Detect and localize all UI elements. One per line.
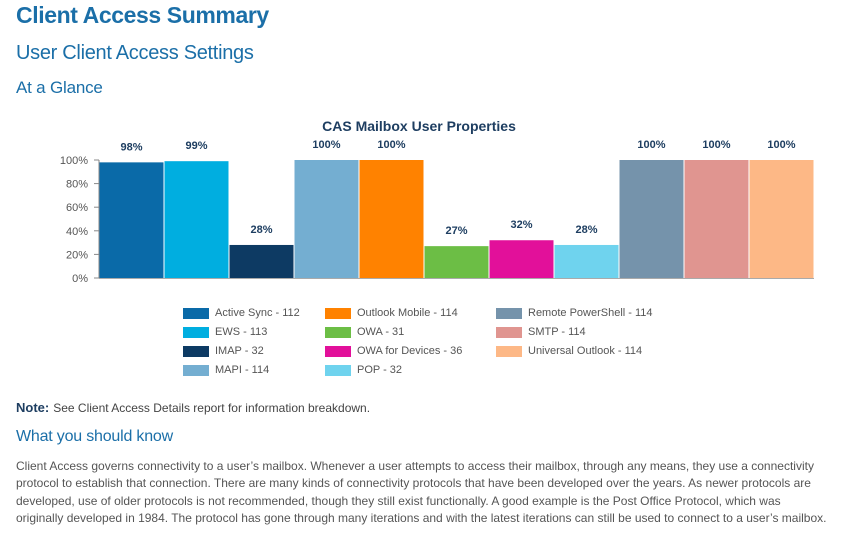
bar-value-label: 100% [767,139,795,151]
bar [359,160,424,278]
y-tick-label: 20% [66,249,88,261]
bar [294,160,359,278]
bar [684,160,749,278]
legend-item: MAPI - 114 [183,364,269,376]
legend-swatch [496,307,522,319]
legend-label: OWA for Devices - 36 [357,345,463,357]
legend-item: OWA - 31 [325,326,404,338]
info-paragraph: Client Access governs connectivity to a … [16,459,827,525]
cas-bar-chart: CAS Mailbox User Properties 0% 20% 40% 60% 80… [60,118,814,285]
bar [164,161,229,278]
legend-swatch [183,345,209,357]
bar-value-label: 100% [377,139,405,151]
bar-value-label: 98% [120,141,142,153]
bar [229,244,294,278]
legend-label: MAPI - 114 [215,364,270,376]
legend-label: Outlook Mobile - 114 [357,307,458,319]
chart-title: CAS Mailbox User Properties [322,118,516,134]
legend-item: Outlook Mobile - 114 [325,307,458,319]
note-label: Note: [16,400,50,415]
note: Note: See Client Access Details report fo… [16,400,370,415]
legend-swatch [496,326,522,338]
legend-item: POP - 32 [325,364,402,376]
legend-label: Universal Outlook - 114 [528,345,643,357]
legend-item: Universal Outlook - 114 [496,345,642,357]
legend-label: OWA - 31 [357,326,405,338]
legend-swatch [183,307,209,319]
legend-swatch [325,307,351,319]
note-text: See Client Access Details report for inf… [53,401,371,415]
legend-label: POP - 32 [357,364,403,376]
legend-item: SMTP - 114 [496,326,586,338]
section-heading: At a Glance [16,78,103,97]
bar-value-label: 100% [637,139,665,151]
y-tick-label: 40% [66,226,88,238]
legend-swatch [183,364,209,376]
bar [554,244,619,278]
legend-swatch [325,326,351,338]
y-tick-label: 0% [72,273,88,285]
bar [749,160,814,278]
bar-value-label: 100% [312,139,340,151]
bar-value-label: 27% [445,225,467,237]
bar [424,246,489,278]
bar-value-label: 100% [702,139,730,151]
page-subtitle: User Client Access Settings [16,42,254,64]
bar-value-label: 28% [575,224,597,236]
legend-swatch [325,364,351,376]
legend-item: Active Sync - 112 [183,307,300,319]
bar-value-label: 28% [250,224,272,236]
y-tick-label: 60% [66,202,88,214]
legend-item: OWA for Devices - 36 [325,345,462,357]
bar [619,160,684,278]
info-heading: What you should know [16,428,173,445]
legend-swatch [325,345,351,357]
legend-label: Remote PowerShell - 114 [528,307,653,319]
legend-item: IMAP - 32 [183,345,264,357]
legend-label: EWS - 113 [215,326,268,338]
bar [489,240,554,278]
y-tick-label: 100% [60,155,88,167]
legend-label: IMAP - 32 [215,345,264,357]
legend-swatch [496,345,522,357]
y-tick-label: 80% [66,179,88,191]
legend-item: EWS - 113 [183,326,267,338]
legend-item: Remote PowerShell - 114 [496,307,653,319]
legend-label: Active Sync - 112 [215,307,300,319]
bar-value-label: 32% [510,219,532,231]
legend-swatch [183,326,209,338]
bar-value-label: 99% [185,140,207,152]
legend-label: SMTP - 114 [528,326,586,338]
bar [99,162,164,278]
page-title: Client Access Summary [16,2,269,28]
